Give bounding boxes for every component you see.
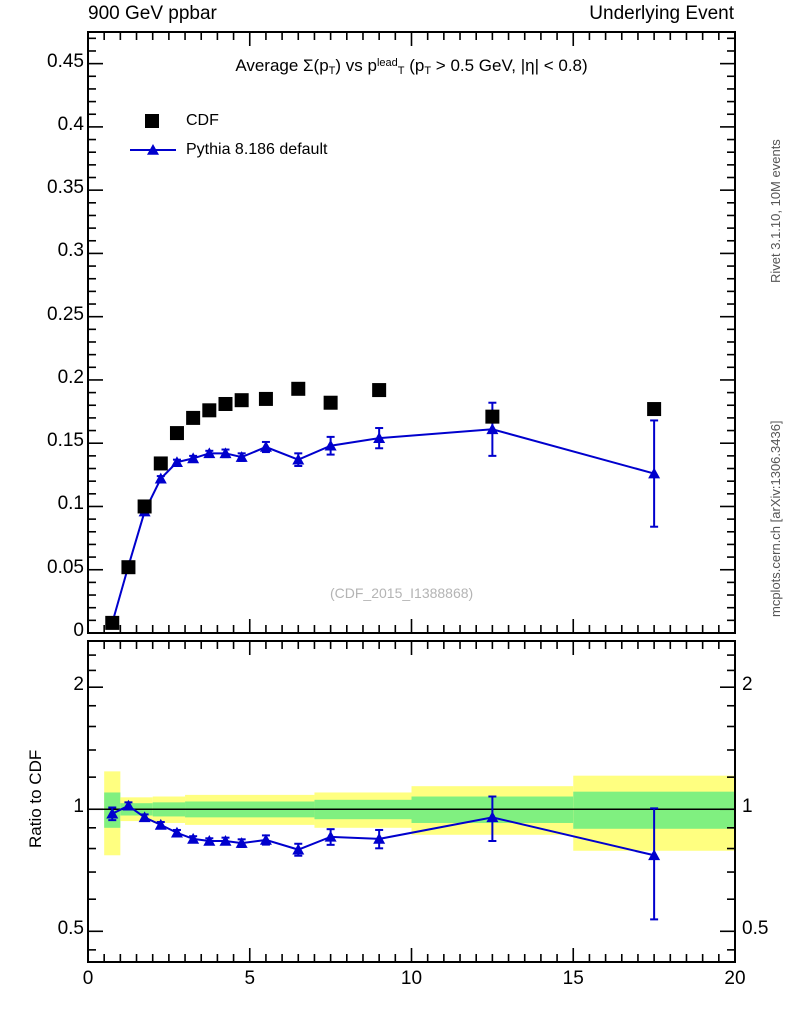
title-sub-3: T: [424, 65, 432, 77]
main-mc-marker: [235, 451, 248, 462]
ratio-mc-marker: [154, 818, 167, 830]
ratio-mc-marker: [292, 843, 305, 855]
xtick-label: 0: [82, 968, 94, 989]
ratio-mc-marker: [373, 832, 386, 844]
main-cdf-marker: [291, 381, 306, 396]
main-cdf-marker: [153, 456, 168, 471]
main-series-cdf: [105, 381, 662, 630]
ratio-mc-marker: [259, 833, 272, 845]
ratio-ytick-label-right: 2: [742, 674, 753, 696]
ratio-mc-marker: [219, 835, 232, 846]
axis-ticks: [87, 32, 736, 962]
main-mc-marker: [203, 447, 216, 459]
main-mc-marker: [324, 439, 337, 451]
main-cdf-marker: [234, 393, 249, 408]
ratio-mc-marker: [106, 807, 119, 819]
main-ytick-label: 0.1: [57, 493, 84, 515]
main-cdf-marker: [218, 396, 233, 411]
plot-title: Average Σ(pT) vs pleadT (pT > 0.5 GeV, |…: [88, 56, 735, 77]
title-part-c: (p: [404, 56, 425, 75]
ratio-uncertainty-bands: [88, 771, 735, 856]
xtick-label: 15: [562, 968, 584, 989]
xtick-label: 5: [244, 968, 256, 989]
main-mc-marker: [154, 472, 167, 484]
main-ytick-label: 0.4: [57, 113, 84, 135]
main-cdf-marker: [121, 560, 136, 575]
main-ytick-label: 0.2: [57, 366, 84, 388]
title-part-d: > 0.5 GeV, |η| < 0.8): [431, 56, 588, 75]
main-cdf-marker: [202, 403, 217, 418]
main-cdf-marker: [169, 426, 184, 441]
main-mc-marker: [486, 423, 499, 435]
main-series-pythia: [106, 401, 661, 628]
ratio-mc-marker: [187, 832, 200, 844]
ratio-mc-marker: [122, 799, 135, 811]
main-ytick-label: 0.05: [47, 556, 84, 578]
main-ytick-label: 0.45: [47, 50, 84, 72]
xtick-label: 10: [400, 968, 423, 989]
analysis-id-watermark: (CDF_2015_I1388868): [330, 585, 474, 601]
main-panel-frame: [87, 31, 736, 634]
ratio-ytick-label-right: 0.5: [742, 918, 769, 940]
main-cdf-marker: [647, 402, 662, 417]
ratio-mc-marker: [235, 837, 248, 848]
legend-marker-pythia: [147, 144, 159, 155]
main-ytick-label: 0.15: [47, 430, 84, 452]
ratio-mc-marker: [170, 826, 183, 838]
header-left-beam-label: 900 GeV ppbar: [88, 3, 217, 24]
legend-entry-pythia-label: Pythia 8.186 default: [186, 141, 328, 158]
main-mc-marker: [259, 441, 272, 452]
main-mc-marker: [373, 432, 386, 443]
ratio-series-pythia: [106, 795, 661, 921]
main-cdf-marker: [485, 409, 500, 424]
title-sub-1: T: [328, 65, 336, 77]
main-mc-marker: [648, 467, 661, 479]
ratio-mc-marker: [138, 811, 151, 823]
main-ytick-label: 0.25: [47, 303, 84, 325]
main-mc-marker: [292, 453, 305, 465]
header-right-analysis-label: Underlying Event: [589, 3, 734, 24]
main-mc-marker: [219, 447, 232, 459]
ratio-ytick-label-left: 1: [73, 796, 84, 818]
ratio-mc-marker: [324, 830, 337, 842]
legend-entry-cdf-label: CDF: [186, 112, 219, 129]
title-sup-lead: lead: [376, 57, 398, 69]
xtick-label: 20: [724, 968, 746, 989]
title-sub-2: T: [397, 65, 405, 77]
ratio-ytick-label-left: 2: [73, 674, 84, 696]
ratio-mc-marker: [486, 811, 499, 823]
main-cdf-marker: [372, 383, 387, 398]
main-cdf-marker: [323, 395, 338, 410]
title-part-sigma: Σ(p: [303, 56, 329, 75]
ratio-mc-marker: [648, 849, 661, 861]
main-cdf-marker: [186, 410, 201, 425]
main-ytick-label: 0: [73, 620, 84, 641]
main-ytick-label: 0.3: [57, 240, 84, 262]
main-mc-marker: [170, 456, 183, 467]
main-cdf-marker: [258, 391, 273, 406]
main-ytick-label: 0.35: [47, 177, 84, 199]
ratio-mc-marker: [203, 835, 216, 846]
legend-marker-cdf: [145, 114, 159, 128]
ratio-ytick-label-left: 0.5: [57, 918, 84, 940]
main-cdf-marker: [105, 615, 120, 630]
legend-markers: [130, 114, 176, 155]
title-part-a: Average: [235, 56, 304, 75]
main-cdf-marker: [137, 499, 152, 514]
main-mc-marker: [187, 452, 200, 464]
ratio-ytick-label-right: 1: [742, 796, 753, 818]
title-part-b: ) vs p: [335, 56, 377, 75]
